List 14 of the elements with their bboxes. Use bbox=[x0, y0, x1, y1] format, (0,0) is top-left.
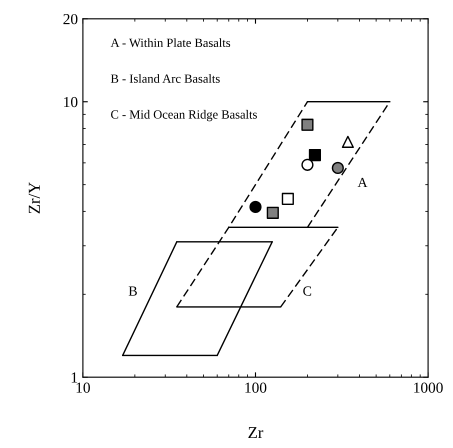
annotation: A - Within Plate Basalts bbox=[110, 38, 230, 48]
y-tick-label: 10 bbox=[64, 96, 78, 108]
annotation: B bbox=[128, 286, 137, 296]
y-axis-title: Zr/Y bbox=[28, 182, 40, 214]
annotation: C bbox=[303, 286, 312, 296]
x-tick-label: 100 bbox=[245, 382, 266, 393]
annotation: A bbox=[358, 178, 368, 188]
y-tick-label: 20 bbox=[63, 14, 78, 24]
y-tick-label: 1 bbox=[72, 372, 78, 383]
annotation: C - Mid Ocean Ridge Basalts bbox=[111, 110, 257, 122]
x-tick-label: 1000 bbox=[414, 382, 443, 393]
x-tick-label: 10 bbox=[76, 382, 90, 393]
x-axis-title: Zr bbox=[248, 427, 264, 438]
annotation: B - Island Arc Basalts bbox=[110, 74, 220, 83]
